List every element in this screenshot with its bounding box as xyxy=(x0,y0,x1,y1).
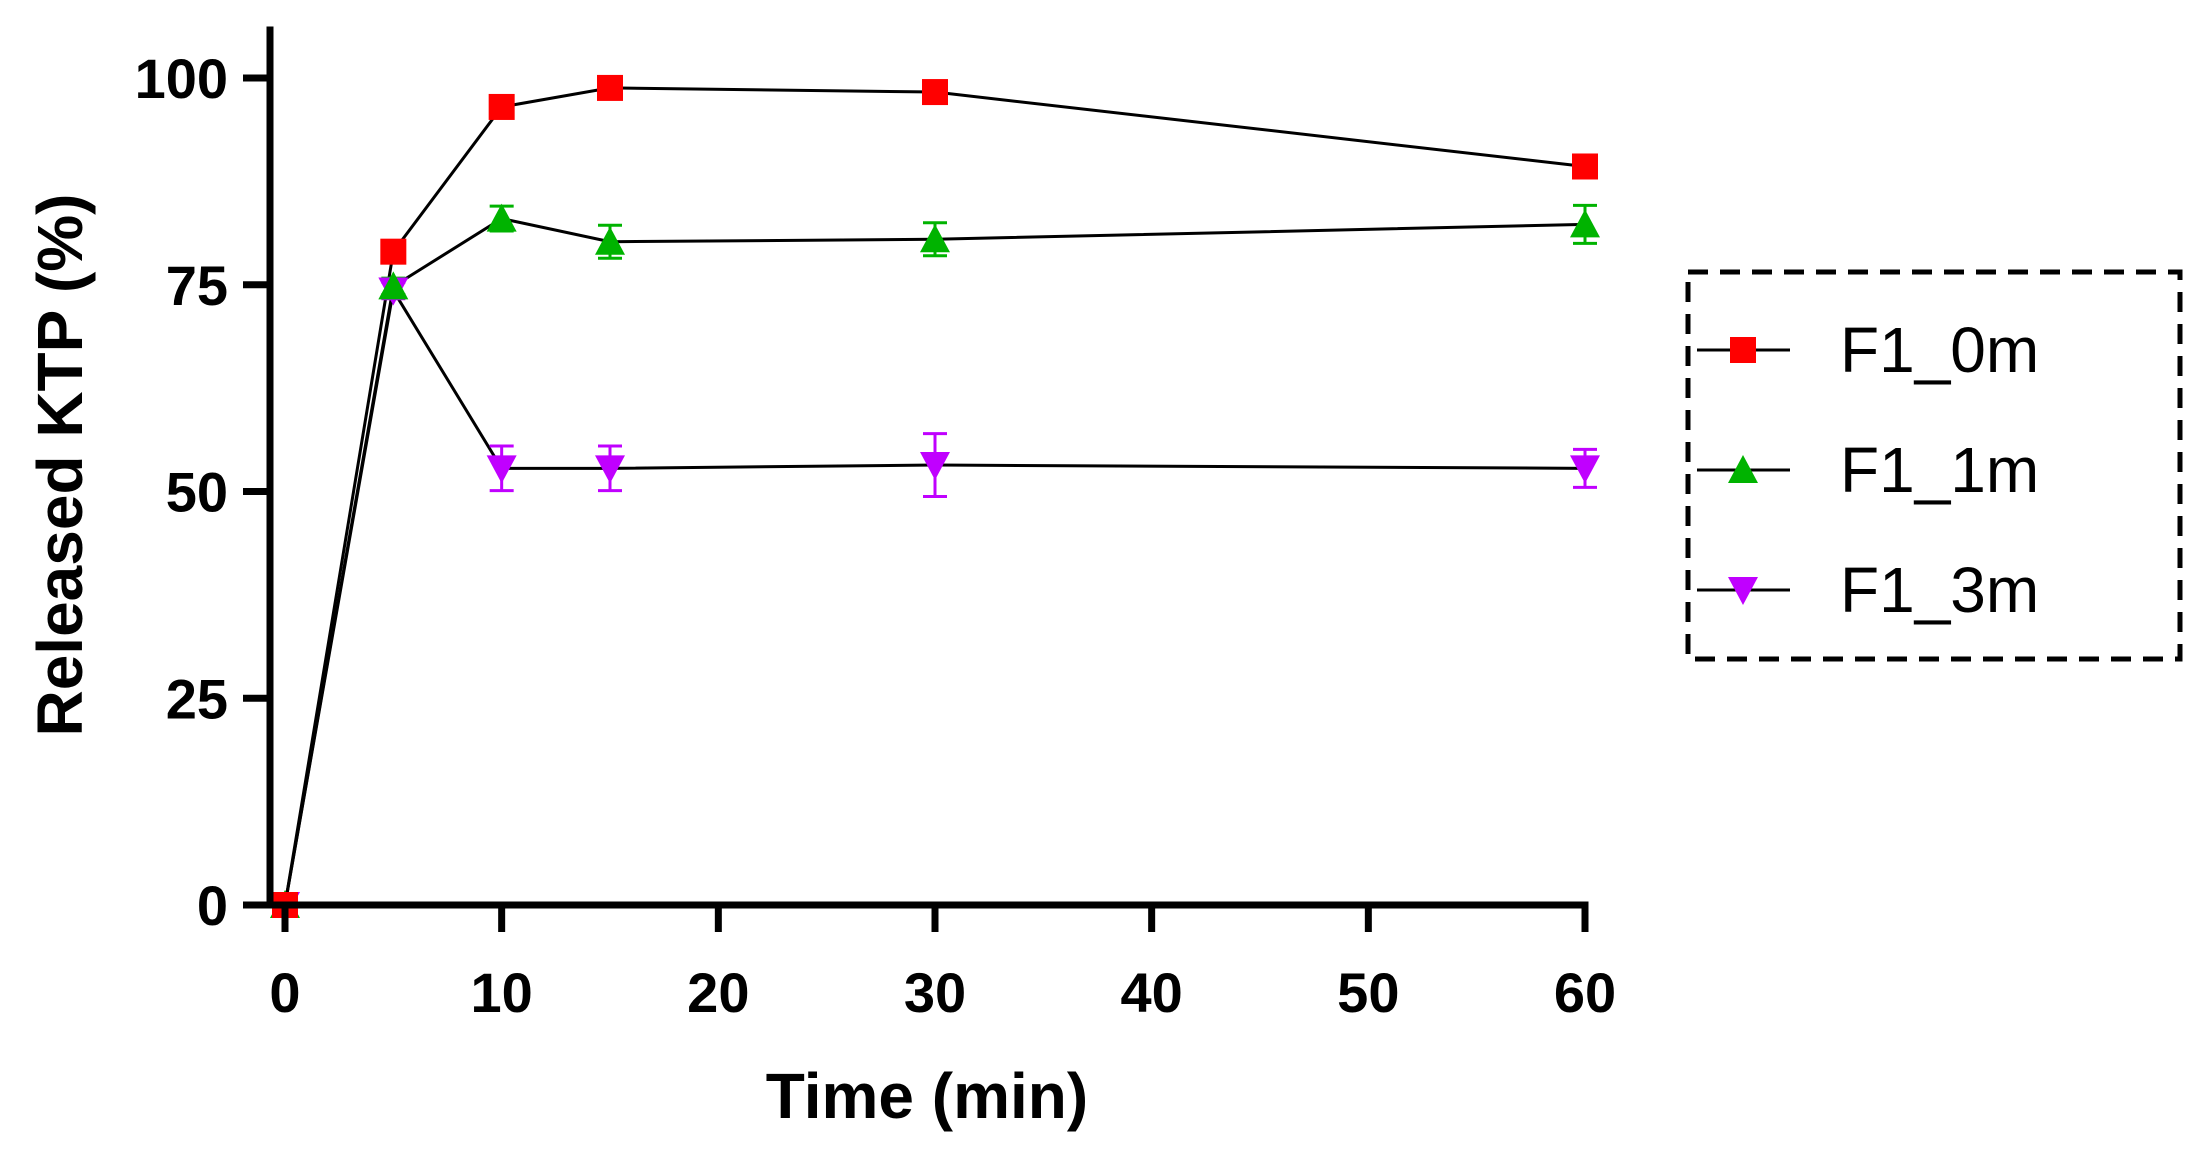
data-point-F1_1m-4 xyxy=(920,224,950,253)
series-line-F1_3m xyxy=(283,286,1586,906)
data-point-F1_3m-3 xyxy=(595,455,625,484)
data-point-F1_3m-5 xyxy=(1570,455,1600,484)
data-point-F1_0m-5 xyxy=(1572,153,1598,180)
legend-marker-F1_1m xyxy=(1728,455,1758,483)
data-point-F1_0m-2 xyxy=(488,93,515,120)
data-point-F1_1m-5 xyxy=(1570,209,1600,238)
x-tick-label-2: 20 xyxy=(687,961,749,1024)
data-point-F1_1m-1 xyxy=(378,271,409,300)
legend-item-F1_3m: F1_3m xyxy=(1697,554,2039,626)
legend-item-F1_0m: F1_0m xyxy=(1697,314,2039,386)
y-tick-label-0: 0 xyxy=(197,874,228,937)
y-tick-label-4: 100 xyxy=(135,47,228,110)
legend-label-F1_1m: F1_1m xyxy=(1840,434,2039,506)
markers-F1_0m xyxy=(272,74,1598,918)
data-point-F1_0m-4 xyxy=(922,79,948,106)
x-tick-label-1: 10 xyxy=(471,961,533,1024)
x-tick-label-6: 60 xyxy=(1554,961,1616,1024)
data-point-F1_1m-3 xyxy=(595,226,625,255)
legend-item-F1_1m: F1_1m xyxy=(1697,434,2039,506)
series-line-F1_0m xyxy=(283,86,1586,906)
data-point-F1_1m-2 xyxy=(486,203,517,232)
x-tick-label-0: 0 xyxy=(269,961,300,1024)
legend-marker-F1_3m xyxy=(1728,577,1758,605)
y-tick-label-1: 25 xyxy=(166,667,228,730)
axis-ticks: 0 10 20 30 40 50 60 0 25 50 75 100 xyxy=(135,47,1617,1024)
data-point-F1_3m-2 xyxy=(486,455,517,484)
x-tick-label-3: 30 xyxy=(904,961,966,1024)
x-axis-label: Time (min) xyxy=(766,1060,1088,1132)
data-point-F1_0m-1 xyxy=(380,238,407,265)
y-tick-label-2: 50 xyxy=(166,461,228,524)
legend-box xyxy=(1685,269,2183,662)
y-axis-label: Released KTP (%) xyxy=(24,194,96,737)
data-point-F1_0m-3 xyxy=(597,74,623,101)
legend-label-F1_3m: F1_3m xyxy=(1840,554,2039,626)
plot-area xyxy=(270,74,1600,920)
x-tick-label-5: 50 xyxy=(1337,961,1399,1024)
x-tick-label-4: 40 xyxy=(1121,961,1183,1024)
legend-label-F1_0m: F1_0m xyxy=(1840,314,2039,386)
legend: F1_0m F1_1m F1_3m xyxy=(1697,314,2039,626)
legend-marker-F1_0m xyxy=(1730,337,1756,363)
data-point-F1_3m-4 xyxy=(920,452,950,481)
y-tick-label-3: 75 xyxy=(166,254,228,317)
